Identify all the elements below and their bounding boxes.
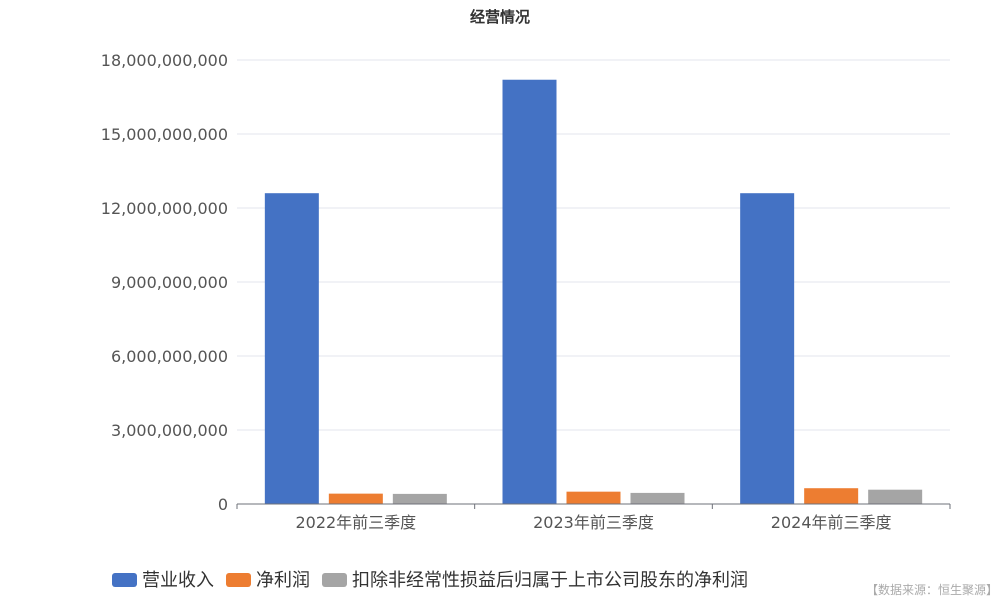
y-tick-label: 15,000,000,000	[101, 125, 228, 144]
bar-series-3-cat-3	[868, 489, 923, 504]
y-tick-label: 0	[218, 495, 228, 514]
bar-series-1-cat-3	[740, 193, 795, 504]
bar-series-2-cat-3	[804, 488, 859, 504]
bar-series-2-cat-2	[566, 491, 621, 504]
bar-series-1-cat-1	[264, 193, 319, 504]
legend-swatch	[226, 573, 251, 587]
legend-label: 净利润	[256, 570, 310, 591]
y-tick-label: 12,000,000,000	[101, 199, 228, 218]
legend-item-2[interactable]: 净利润	[226, 570, 310, 591]
x-tick-label: 2023年前三季度	[533, 513, 654, 532]
y-tick-label: 3,000,000,000	[111, 421, 228, 440]
legend-swatch	[112, 573, 137, 587]
y-tick-label: 6,000,000,000	[111, 347, 228, 366]
y-tick-label: 9,000,000,000	[111, 273, 228, 292]
chart-title: 经营情况	[470, 8, 530, 26]
legend-item-3[interactable]: 扣除非经常性损益后归属于上市公司股东的净利润	[322, 570, 748, 591]
legend-swatch	[322, 573, 347, 587]
bar-series-2-cat-1	[328, 493, 383, 504]
y-tick-label: 18,000,000,000	[101, 51, 228, 70]
x-axis: 2022年前三季度 2023年前三季度 2024年前三季度	[236, 503, 951, 532]
source-note: 【数据来源：恒生聚源】	[866, 582, 998, 597]
bar-series-3-cat-2	[630, 492, 685, 504]
grid-lines	[237, 59, 950, 431]
bars	[264, 79, 923, 504]
legend: 营业收入 净利润 扣除非经常性损益后归属于上市公司股东的净利润	[112, 570, 748, 591]
y-axis-ticks: 0 3,000,000,000 6,000,000,000 9,000,000,000…	[101, 51, 228, 514]
bar-series-1-cat-2	[502, 79, 557, 504]
legend-label: 营业收入	[142, 570, 214, 591]
x-tick-label: 2022年前三季度	[295, 513, 416, 532]
legend-item-1[interactable]: 营业收入	[112, 570, 214, 591]
x-tick-label: 2024年前三季度	[771, 513, 892, 532]
bar-series-3-cat-1	[392, 493, 447, 504]
legend-label: 扣除非经常性损益后归属于上市公司股东的净利润	[352, 570, 748, 591]
